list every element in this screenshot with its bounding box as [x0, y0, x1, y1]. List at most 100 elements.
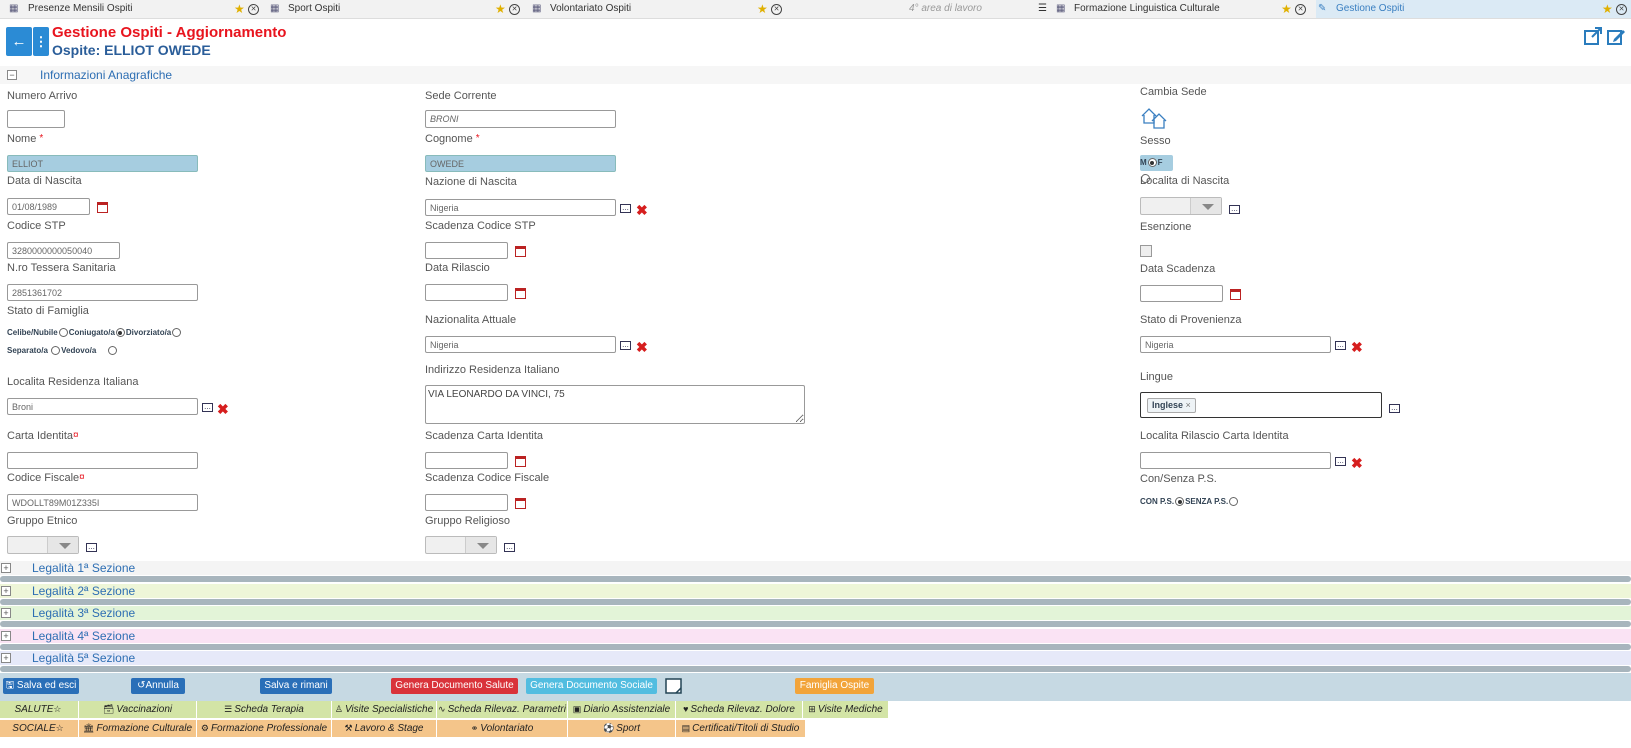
lookup-button[interactable]: ...	[620, 204, 631, 213]
save-stay-button[interactable]: Salva e rimani	[260, 678, 332, 694]
nav-formazione-culturale[interactable]: 🏛 Formazione Culturale	[79, 720, 197, 737]
menu-icon[interactable]: ☰	[1038, 3, 1047, 14]
nazionalita-input[interactable]: Nigeria	[425, 336, 616, 353]
scadenza-carta-input[interactable]	[425, 452, 508, 469]
section-header-anagrafiche[interactable]: − Informazioni Anagrafiche	[0, 66, 1631, 84]
calendar-icon[interactable]	[515, 498, 526, 509]
radio-con-ps[interactable]	[1175, 497, 1185, 507]
close-icon[interactable]: ✕	[1295, 4, 1306, 15]
lookup-button[interactable]: ...	[1335, 341, 1346, 350]
calendar-icon[interactable]	[515, 456, 526, 467]
tab-sport-ospiti[interactable]: ▦ Sport Ospiti ★ ✕	[268, 0, 530, 18]
radio-senza-ps[interactable]	[1229, 497, 1239, 507]
tab-formazione-linguistica[interactable]: ▦ Formazione Linguistica Culturale ★ ✕	[1054, 0, 1316, 18]
radio-f[interactable]	[1141, 174, 1150, 184]
clear-icon[interactable]: ✖	[636, 202, 648, 218]
cognome-input[interactable]: OWEDE	[425, 155, 616, 172]
tab-presenze-mensili[interactable]: ▦ Presenze Mensili Ospiti ★ ✕	[0, 0, 268, 18]
radio-divorziato[interactable]	[172, 328, 182, 338]
nome-input[interactable]: ELLIOT	[7, 155, 198, 172]
nav-vaccinazioni[interactable]: 🗃 Vaccinazioni	[79, 701, 197, 718]
carta-identita-input[interactable]	[7, 452, 198, 469]
nav-salute[interactable]: SALUTE☆	[0, 701, 79, 718]
clear-icon[interactable]: ✖	[636, 339, 648, 355]
data-rilascio-input[interactable]	[425, 284, 508, 301]
nav-scheda-parametri[interactable]: ∿ Scheda Rilevaz. Parametri	[437, 701, 568, 718]
lookup-button[interactable]: ...	[86, 543, 97, 552]
localita-rilascio-input[interactable]	[1140, 452, 1331, 469]
clear-icon[interactable]: ✖	[217, 401, 229, 417]
scadenza-stp-input[interactable]	[425, 242, 508, 259]
radio-coniugato[interactable]	[115, 328, 125, 338]
sede-corrente-input[interactable]: BRONI	[425, 110, 616, 128]
lookup-button[interactable]: ...	[1335, 457, 1346, 466]
cancel-button[interactable]: ↺Annulla	[131, 678, 185, 694]
tab-gestione-ospiti[interactable]: ✎ Gestione Ospiti ★ ✕	[1316, 0, 1631, 18]
external-link-icon[interactable]	[1583, 26, 1603, 46]
lookup-button[interactable]: ...	[1389, 404, 1400, 413]
radio-separato[interactable]	[51, 346, 61, 356]
nav-scheda-dolore[interactable]: ♥ Scheda Rilevaz. Dolore	[676, 701, 803, 718]
note-icon[interactable]	[665, 678, 683, 695]
expand-icon[interactable]: +	[1, 563, 11, 573]
gruppo-religioso-select[interactable]	[425, 536, 497, 554]
clear-icon[interactable]: ✖	[1351, 339, 1363, 355]
calendar-icon[interactable]	[515, 246, 526, 257]
legalita-section-5[interactable]: + Legalità 5ª Sezione	[0, 651, 1631, 665]
generate-health-doc-button[interactable]: Genera Documento Salute	[391, 678, 518, 694]
star-icon[interactable]: ★	[1602, 2, 1613, 16]
numero-arrivo-input[interactable]	[7, 110, 65, 128]
star-icon[interactable]: ★	[757, 2, 768, 16]
lookup-button[interactable]: ...	[1229, 205, 1240, 214]
nav-formazione-professionale[interactable]: ⚙ Formazione Professionale	[197, 720, 332, 737]
star-icon[interactable]: ★	[495, 2, 506, 16]
legalita-section-2[interactable]: + Legalità 2ª Sezione	[0, 584, 1631, 598]
legalita-section-1[interactable]: + Legalità 1ª Sezione	[0, 561, 1631, 575]
save-exit-button[interactable]: 🖫 Salva ed esci	[3, 678, 79, 694]
data-scadenza-input[interactable]	[1140, 285, 1223, 302]
close-icon[interactable]: ✕	[771, 4, 782, 15]
close-icon[interactable]: ✕	[509, 4, 520, 15]
nav-certificati[interactable]: ▤ Certificati/Titoli di Studio	[676, 720, 806, 737]
scadenza-cf-input[interactable]	[425, 494, 508, 511]
tab-volontariato-ospiti[interactable]: ▦ Volontariato Ospiti ★ ✕	[530, 0, 792, 18]
radio-celibe[interactable]	[58, 328, 68, 338]
change-site-icon[interactable]	[1140, 105, 1168, 129]
codice-fiscale-input[interactable]: WDOLLT89M01Z335I	[7, 494, 198, 511]
more-menu-button[interactable]: ⋮	[33, 27, 49, 56]
nav-sport[interactable]: ⚽ Sport	[568, 720, 676, 737]
calendar-icon[interactable]	[97, 202, 108, 213]
legalita-section-3[interactable]: + Legalità 3ª Sezione	[0, 606, 1631, 620]
calendar-icon[interactable]	[1230, 289, 1241, 300]
localita-residenza-input[interactable]: Broni	[7, 398, 198, 415]
indirizzo-textarea[interactable]: VIA LEONARDO DA VINCI, 75	[425, 385, 805, 424]
remove-tag-icon[interactable]: ×	[1185, 400, 1191, 410]
famiglia-ospite-button[interactable]: Famiglia Ospite	[795, 678, 874, 694]
expand-icon[interactable]: +	[1, 608, 11, 618]
stato-provenienza-input[interactable]: Nigeria	[1140, 336, 1331, 353]
edit-icon[interactable]	[1606, 26, 1626, 46]
radio-m[interactable]	[1147, 158, 1157, 168]
codice-stp-input[interactable]: 3280000000050040	[7, 242, 120, 259]
esenzione-checkbox[interactable]	[1140, 245, 1152, 257]
tessera-sanitaria-input[interactable]: 2851361702	[7, 284, 198, 301]
nav-diario-assistenziale[interactable]: ▣ Diario Assistenziale	[568, 701, 676, 718]
generate-social-doc-button[interactable]: Genera Documento Sociale	[526, 678, 657, 694]
nav-sociale[interactable]: SOCIALE☆	[0, 720, 79, 737]
expand-icon[interactable]: +	[1, 586, 11, 596]
nav-volontariato[interactable]: ⚭ Volontariato	[437, 720, 568, 737]
star-icon[interactable]: ★	[234, 2, 245, 16]
expand-icon[interactable]: +	[1, 631, 11, 641]
close-icon[interactable]: ✕	[248, 4, 259, 15]
back-button[interactable]: ←	[6, 27, 32, 56]
nav-visite-specialistiche[interactable]: ♙ Visite Specialistiche	[332, 701, 437, 718]
star-icon[interactable]: ★	[1281, 2, 1292, 16]
localita-nascita-select[interactable]	[1140, 197, 1222, 215]
lookup-button[interactable]: ...	[620, 341, 631, 350]
calendar-icon[interactable]	[515, 288, 526, 299]
data-nascita-input[interactable]: 01/08/1989	[7, 198, 90, 215]
radio-vedovo[interactable]	[108, 346, 118, 356]
lookup-button[interactable]: ...	[504, 543, 515, 552]
clear-icon[interactable]: ✖	[1351, 455, 1363, 471]
tab-area-lavoro[interactable]: 4° area di lavoro ☰	[792, 0, 1054, 18]
